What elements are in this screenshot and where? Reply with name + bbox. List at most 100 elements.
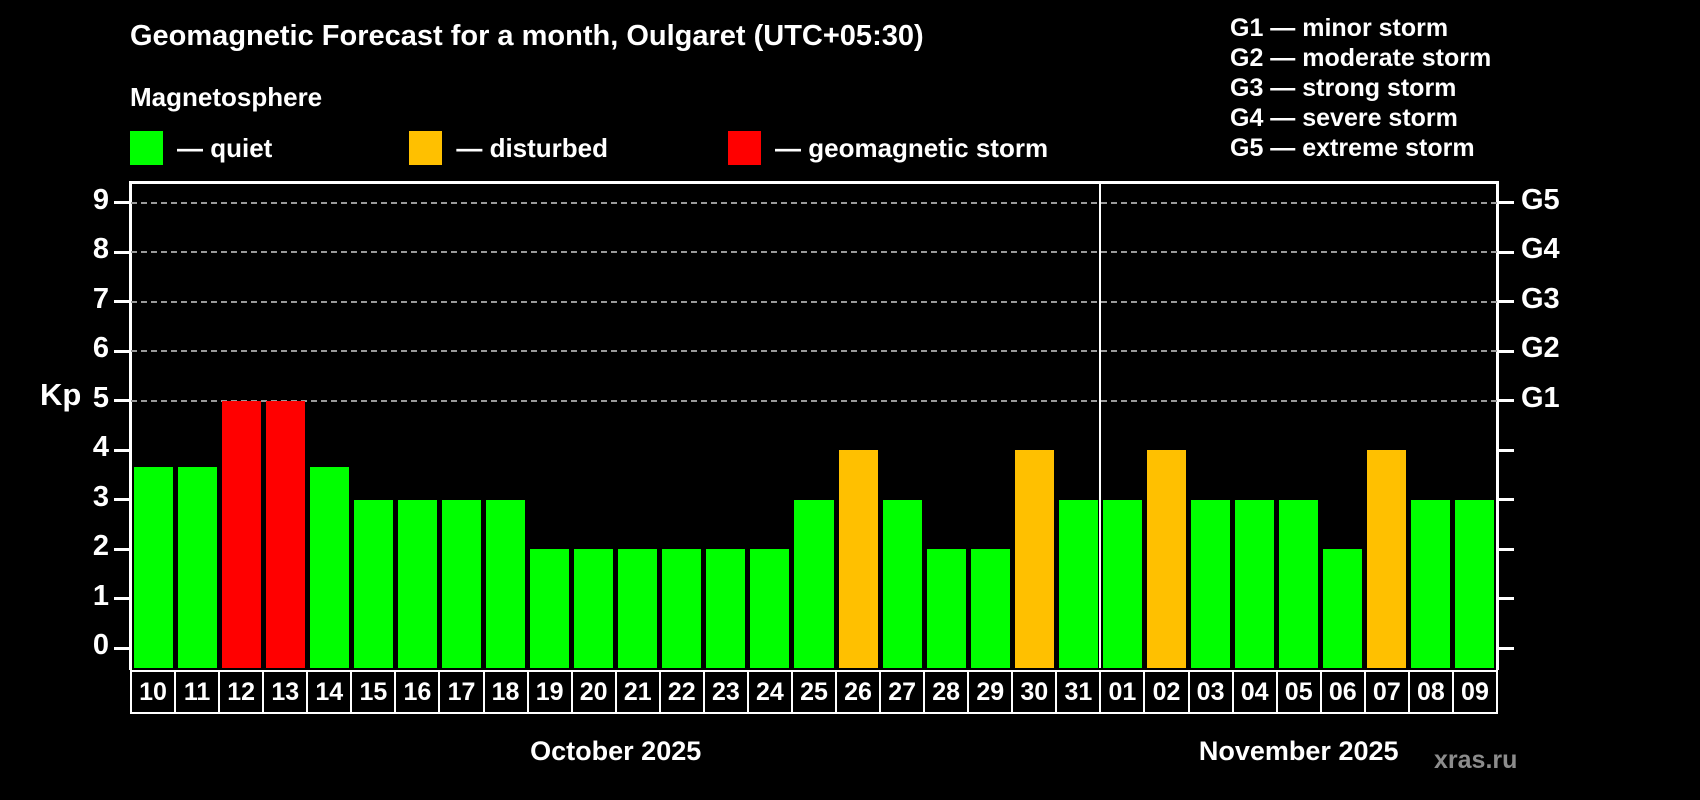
kp-bar-10 [133,466,173,668]
kp-bar-29 [970,549,1010,668]
date-label-cell-20: 20 [570,670,617,714]
quiet-color-swatch [130,131,163,165]
kp-bar-03 [1191,499,1231,668]
y-axis-tick-5 [114,399,129,403]
date-label-cell-16: 16 [394,670,441,714]
date-label-cell-14: 14 [306,670,353,714]
kp-bar-19 [530,549,570,668]
right-axis-tick-1 [1499,597,1514,601]
legend-item-disturbed: — disturbed [409,131,608,165]
date-label-cell-12: 12 [218,670,265,714]
kp-bar-17 [441,499,481,668]
date-label-cell-21: 21 [614,670,661,714]
kp-gridline-6 [131,350,1497,353]
g-axis-label-g3: G3 [1521,282,1560,315]
kp-bar-14 [309,466,349,668]
g-axis-label-g4: G4 [1521,233,1560,266]
date-label-cell-06: 06 [1319,670,1366,714]
watermark: xras.ru [1434,746,1518,774]
y-axis-tick-label-5: 5 [92,381,109,414]
right-axis-tick-7 [1499,300,1514,304]
kp-gridline-8 [131,251,1497,254]
right-axis-tick-8 [1499,250,1514,254]
date-label-cell-31: 31 [1055,670,1102,714]
kp-bar-13 [265,400,305,668]
date-label-cell-17: 17 [438,670,485,714]
y-axis-tick-9 [114,201,129,205]
date-label-cell-04: 04 [1231,670,1278,714]
kp-bar-08 [1411,499,1451,668]
date-label-cell-08: 08 [1407,670,1454,714]
g2-legend-line: G2 — moderate storm [1230,44,1492,72]
kp-gridline-9 [131,201,1497,204]
kp-bar-27 [882,499,922,668]
y-axis-tick-label-4: 4 [92,431,109,464]
kp-bar-24 [750,549,790,668]
disturbed-color-swatch [409,131,443,165]
date-label-cell-15: 15 [350,670,397,714]
date-label-cell-24: 24 [746,670,793,714]
date-label-cell-11: 11 [174,670,221,714]
g-scale-legend: G1 — minor storm G2 — moderate storm G3 … [1230,13,1491,163]
kp-bar-15 [353,499,393,668]
kp-gridline-5 [131,399,1497,402]
date-label-cell-26: 26 [835,670,882,714]
kp-bar-16 [397,499,437,668]
date-label-cell-02: 02 [1143,670,1190,714]
y-axis-tick-label-8: 8 [92,233,109,266]
kp-bar-30 [1014,450,1054,668]
plot-frame [129,181,1499,670]
y-axis-tick-label-2: 2 [92,530,109,563]
g5-legend-line: G5 — extreme storm [1230,134,1475,162]
right-axis-tick-6 [1499,349,1514,353]
legend-label-quiet: — quiet [177,132,273,163]
date-label-cell-28: 28 [923,670,970,714]
y-axis-tick-7 [114,300,129,304]
y-axis-tick-4 [114,448,129,452]
month-separator-line [1099,183,1102,668]
kp-bar-07 [1367,450,1407,668]
y-axis-tick-1 [114,597,129,601]
date-label-cell-27: 27 [879,670,926,714]
kp-bar-23 [706,549,746,668]
date-label-cell-13: 13 [262,670,309,714]
y-axis-tick-0 [114,646,129,650]
y-axis-tick-label-9: 9 [92,183,109,216]
kp-bar-21 [618,549,658,668]
date-label-cell-07: 07 [1363,670,1410,714]
date-label-cell-19: 19 [526,670,573,714]
legend-item-storm: — geomagnetic storm [728,131,1048,165]
right-axis-tick-4 [1499,448,1514,452]
kp-bar-31 [1058,499,1098,668]
storm-color-swatch [728,131,762,165]
y-axis-tick-6 [114,349,129,353]
y-axis-tick-label-3: 3 [92,480,109,513]
kp-axis-label: Kp [40,377,82,412]
g-axis-label-g1: G1 [1521,381,1560,414]
kp-bar-11 [177,466,217,668]
legend-item-quiet: — quiet [130,131,272,165]
chart-subtitle: Magnetosphere [130,82,323,112]
date-label-cell-30: 30 [1011,670,1058,714]
kp-bar-20 [574,549,614,668]
plot-area [131,183,1497,668]
chart-title: Geomagnetic Forecast for a month, Oulgar… [130,20,924,52]
g3-legend-line: G3 — strong storm [1230,74,1457,102]
kp-bar-26 [838,450,878,668]
date-label-cell-10: 10 [130,670,177,714]
y-axis-tick-label-6: 6 [92,332,109,365]
kp-bar-04 [1235,499,1275,668]
right-axis-tick-2 [1499,547,1514,551]
kp-bar-18 [486,499,526,668]
kp-bar-02 [1146,450,1187,668]
y-axis-tick-label-7: 7 [92,282,109,315]
y-axis-tick-label-0: 0 [92,629,109,662]
g4-legend-line: G4 — severe storm [1230,104,1458,132]
month-label-october: October 2025 [530,736,702,766]
date-label-cell-01: 01 [1099,670,1146,714]
date-label-cell-25: 25 [790,670,838,714]
date-label-cell-22: 22 [658,670,705,714]
kp-bar-22 [662,549,702,668]
right-axis-tick-0 [1499,646,1514,650]
